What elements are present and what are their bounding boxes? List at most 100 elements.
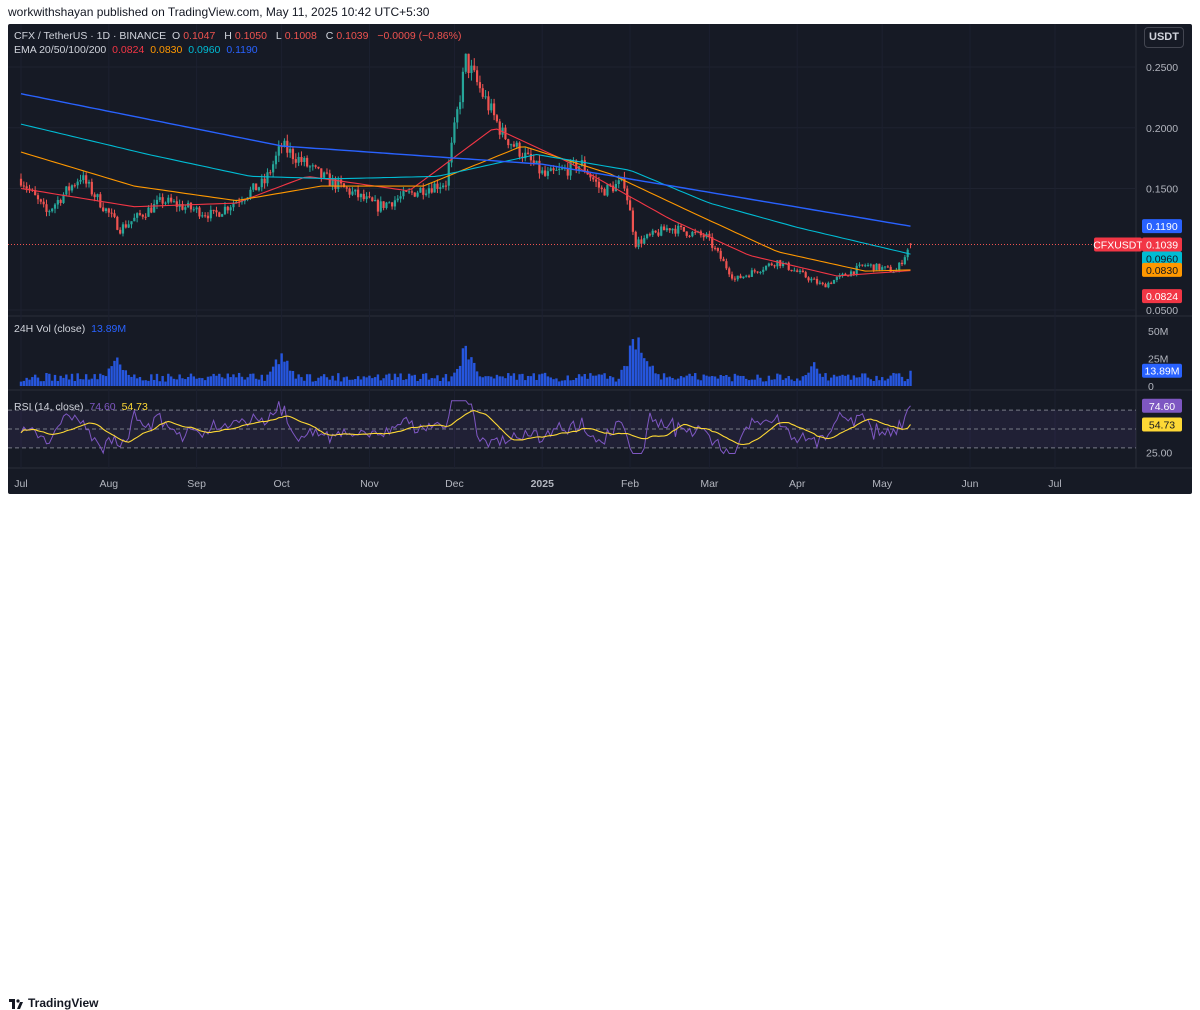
candle-body (308, 166, 312, 168)
candle-body (87, 181, 91, 184)
volume-bar (586, 378, 589, 386)
candle-body (306, 157, 309, 167)
ema-legend[interactable]: EMA 20/50/100/200 0.0824 0.0830 0.0960 0… (14, 44, 261, 56)
volume-bar (555, 378, 558, 386)
volume-bar (110, 366, 113, 386)
candle-body (518, 142, 521, 157)
volume-bar (22, 380, 26, 386)
volume-bar (560, 380, 564, 386)
volume-bar (342, 377, 346, 386)
volume-bar (906, 378, 909, 386)
volume-bar (107, 368, 111, 386)
volume-bar (206, 376, 210, 386)
candle-body (796, 270, 799, 272)
candle-body (864, 265, 867, 267)
candle-body (481, 88, 484, 97)
candle-body (886, 266, 889, 268)
volume-bar (759, 377, 762, 386)
volume-bar (328, 379, 331, 386)
candle-body (229, 207, 232, 211)
volume-bar (212, 373, 215, 386)
volume-bar (362, 376, 365, 386)
volume-bar (490, 376, 493, 386)
volume-bar (515, 379, 518, 386)
candle-body (59, 199, 62, 203)
rsi-title: RSI (14, close) (14, 401, 84, 413)
candle-body (90, 181, 93, 195)
candle-body (181, 203, 184, 210)
candle-body (852, 271, 855, 275)
volume-bar (810, 366, 813, 386)
volume-bar (815, 368, 819, 386)
candle-body (124, 224, 127, 228)
volume-bar (192, 376, 196, 386)
candle-body (903, 257, 906, 265)
volume-bar (416, 380, 419, 386)
ema50-line (20, 146, 911, 272)
volume-bar (62, 377, 65, 386)
volume-bar (269, 371, 272, 386)
candle-body (36, 195, 40, 200)
volume-bar (45, 373, 48, 386)
volume-legend[interactable]: 24H Vol (close) 13.89M (14, 323, 129, 335)
chart-svg[interactable]: 0.2500 0.2000 0.1500 0.0500 Jul Aug Sep Oct Nov D… (8, 24, 1192, 494)
volume-bar (892, 372, 895, 386)
volume-bar (410, 375, 414, 386)
volume-bar (651, 365, 654, 386)
volume-bar (674, 379, 677, 386)
candle-body (73, 185, 76, 187)
candle-body (648, 234, 651, 236)
candle-body (223, 206, 227, 215)
candle-body (535, 160, 538, 164)
volume-bar (184, 379, 187, 386)
candle-body (747, 275, 751, 277)
volume-bar (152, 379, 156, 386)
volume-bar (260, 374, 263, 386)
volume-bar (679, 376, 683, 386)
symbol-name[interactable]: CFX / TetherUS · 1D · BINANCE (14, 30, 167, 42)
candle-body (70, 185, 74, 191)
candle-body (93, 194, 96, 198)
candle-body (425, 193, 428, 195)
price-label: 0.0824 (1146, 291, 1178, 303)
x-tick-label: Jul (1048, 478, 1061, 490)
candle-body (348, 188, 351, 195)
candle-body (110, 212, 113, 214)
candle-body (818, 282, 821, 284)
rsi-legend[interactable]: RSI (14, close) 74.60 54.73 (14, 401, 151, 413)
volume-bar (546, 376, 550, 386)
volume-bar (529, 376, 533, 386)
candle-body (543, 170, 547, 176)
currency-button[interactable]: USDT (1144, 27, 1184, 48)
volume-bar (526, 375, 530, 386)
candle-body (464, 53, 467, 72)
chart-area[interactable]: 0.2500 0.2000 0.1500 0.0500 Jul Aug Sep Oct Nov D… (8, 24, 1192, 494)
volume-bar (787, 376, 790, 386)
volume-bar (320, 376, 323, 386)
volume-bar (189, 373, 193, 386)
candle-body (487, 96, 490, 111)
candle-body (450, 142, 453, 163)
candle-body (643, 238, 646, 244)
candle-body (365, 196, 368, 200)
volume-bar (745, 378, 748, 386)
candle-body (492, 103, 496, 116)
candle-body (770, 263, 773, 266)
volume-bar (589, 373, 592, 386)
price-label: 0.0960 (1146, 254, 1178, 266)
candle-body (592, 177, 595, 180)
candle-body (385, 202, 388, 208)
volume-bar (665, 377, 669, 386)
volume-bar (753, 379, 756, 386)
x-tick-label: May (872, 478, 893, 490)
volume-bar (566, 375, 569, 386)
candle-body (662, 226, 666, 231)
volume-bar (764, 381, 768, 386)
x-tick-label: Nov (360, 478, 379, 490)
volume-bar (657, 374, 660, 386)
candle-body (240, 201, 244, 203)
candle-body (739, 275, 742, 279)
volume-bar (113, 360, 116, 386)
candle-body (206, 215, 210, 219)
